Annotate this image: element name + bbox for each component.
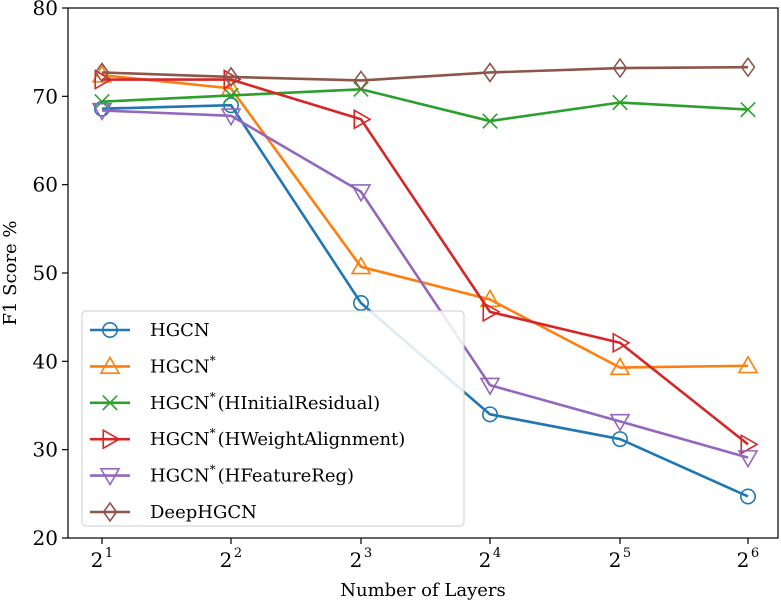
legend-marker [99,355,121,374]
series-line [101,109,749,459]
legend-box [81,310,465,527]
data-point [94,93,110,110]
series-line [101,73,749,369]
legend-entry: HGCN* (HWeightAlignment) [90,426,405,450]
data-point [737,450,759,469]
data-point [740,101,756,118]
data-point [94,62,110,83]
legend-marker [99,468,121,487]
y-tick-label: 60 [33,173,58,197]
data-point [740,56,756,78]
y-tick-label: 80 [33,0,58,20]
x-tick-label: 2 [737,548,750,572]
legend-label: HGCN* (HInitialResidual) [150,390,380,414]
legend-label: HGCN* (HWeightAlignment) [150,426,405,450]
data-point [353,108,372,130]
data-point [612,94,628,111]
legend-marker [102,428,121,450]
data-point [482,62,498,83]
x-tick-label: 2 [91,548,104,572]
legend-entry: HGCN* (HFeatureReg) [90,463,354,487]
series-4 [91,102,759,469]
data-point [352,295,369,312]
y-tick-label: 50 [33,261,58,285]
legend-label: DeepHGCN [150,502,257,523]
x-tick-label: 2 [220,548,233,572]
x-tick-label: 2 [350,548,363,572]
legend-label: HGCN* [150,353,216,377]
x-tick-exponent: 1 [105,546,113,561]
legend-label: HGCN [150,320,210,341]
legend-label: HGCN* (HFeatureReg) [150,463,354,487]
legend-entry: HGCN [90,320,210,341]
data-point [479,377,501,396]
data-point [740,433,759,455]
legend-marker [102,395,118,411]
x-tick-exponent: 6 [751,546,759,561]
data-point [220,108,242,127]
series-layer [91,56,759,505]
y-tick-label: 70 [33,84,58,108]
series-5 [94,56,756,91]
data-point [482,301,501,323]
x-tick-exponent: 5 [623,546,631,561]
series-line [101,65,749,82]
x-axis-label: Number of Layers [340,580,505,601]
data-point [481,406,498,423]
legend-entry: HGCN* (HInitialResidual) [90,390,380,414]
data-point [353,70,369,91]
y-tick-label: 20 [33,526,58,550]
series-3 [94,69,759,455]
x-tick-exponent: 3 [364,546,372,561]
y-axis-label: F1 Score % [0,221,21,326]
x-tick-label: 2 [609,548,622,572]
data-point [94,69,113,90]
data-point [609,356,631,376]
data-point [737,355,759,374]
data-point [223,87,239,104]
data-point [482,113,498,129]
data-point [223,66,239,88]
y-tick-label: 40 [33,349,58,373]
legend-entry: HGCN* [90,353,216,377]
x-tick-exponent: 2 [234,546,242,561]
legend: HGCN HGCN* HGCN* (HInitialResidual) HGCN* (HW… [81,310,465,527]
legend-marker [102,321,119,338]
data-point [350,184,372,203]
series-line [101,87,749,123]
data-point [350,256,372,275]
y-tick-label: 30 [33,438,58,462]
series-2 [94,81,756,129]
data-point [612,332,631,354]
y-axis: 20 30 40 50 60 70 80 [33,0,68,550]
data-point [223,97,240,114]
data-point [91,102,113,122]
data-point [739,488,756,505]
legend-marker [102,501,118,523]
x-tick-label: 2 [479,548,492,572]
data-point [609,413,631,433]
data-point [612,57,628,79]
series-line [102,78,749,446]
x-tick-exponent: 4 [493,546,501,561]
legend-entry: DeepHGCN [90,501,257,523]
